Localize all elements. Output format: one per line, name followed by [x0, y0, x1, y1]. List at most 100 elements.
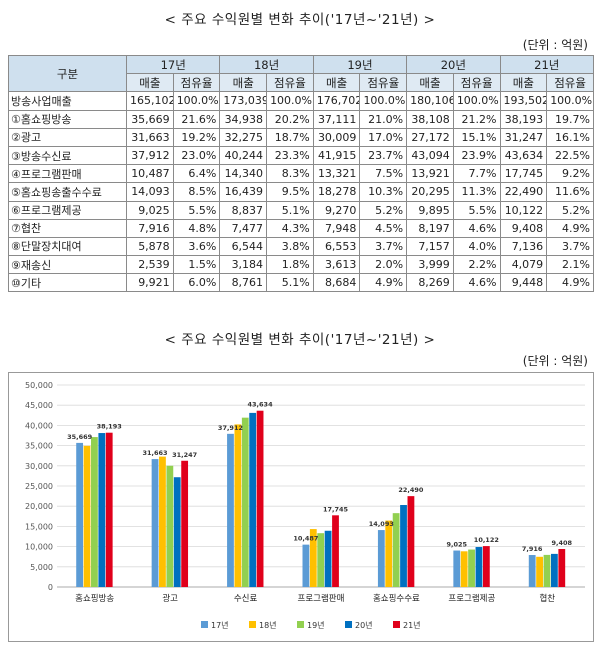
sales-cell: 10,487 [126, 164, 174, 184]
legend-label: 19년 [307, 620, 325, 630]
share-cell: 23.3% [266, 145, 314, 166]
table-row: ⑦협찬 7,916 4.8% 7,477 4.3% 7,948 4.5% 8,197 4.6% 9… [8, 218, 594, 238]
share-cell: 5.1% [266, 200, 314, 220]
table-row: ③방송수신료 37,912 23.0% 40,244 23.3% 41,915 23.7% 4… [8, 145, 594, 166]
y-tick-label: 5,000 [30, 563, 53, 572]
bar-17년 [377, 530, 385, 587]
data-label: 10,487 [293, 535, 318, 543]
sales-cell: 9,921 [126, 273, 174, 293]
bar-19년 [317, 533, 325, 587]
bar-19년 [241, 417, 249, 587]
y-tick-label: 10,000 [25, 543, 53, 552]
bar-18년 [309, 529, 317, 587]
y-tick-label: 25,000 [25, 482, 53, 491]
bar-18년 [159, 456, 166, 587]
share-cell: 6.0% [172, 273, 221, 293]
chart-frame: 0 5,000 10,000 15,000 20,000 25,000 30,000 35,0… [8, 372, 594, 642]
share-cell: 19.7% [546, 109, 594, 129]
table-row: ①홈쇼핑방송 35,669 21.6% 34,938 20.2% 37,111 21.0% 3… [8, 109, 594, 129]
bar-21년 [332, 515, 339, 587]
sales-cell: 32,275 [219, 127, 268, 147]
bar-17년 [528, 555, 536, 587]
sales-cell: 9,025 [126, 200, 174, 220]
bar-20년 [475, 547, 483, 587]
data-label: 31,663 [142, 449, 167, 457]
sales-cell: 31,663 [126, 127, 174, 147]
sales-cell: 38,193 [499, 109, 548, 129]
bar-18년 [385, 520, 393, 587]
share-cell: 5.5% [172, 200, 221, 220]
category-label: 홈쇼핑수수료 [373, 593, 420, 604]
bar-19년 [91, 437, 98, 587]
sales-cell: 9,408 [499, 218, 548, 238]
sales-cell: 3,613 [312, 255, 361, 275]
sales-cell: 38,108 [406, 109, 454, 129]
share-cell: 4.3% [266, 218, 314, 238]
sales-cell: 22,490 [499, 182, 548, 202]
revenue-table: 구분 17년 18년 19년 20년 21년 매출 점유율 매출 점유율 매출 … [8, 54, 594, 293]
share-cell: 20.2% [266, 109, 314, 129]
share-cell: 15.1% [452, 127, 501, 147]
data-label: 10,122 [474, 536, 499, 544]
share-cell: 17.0% [359, 127, 408, 147]
table-row: ②광고 31,663 19.2% 32,275 18.7% 30,009 17.0% 27,1… [8, 127, 594, 147]
sales-cell: 8,269 [406, 273, 454, 293]
data-label: 38,193 [97, 423, 122, 431]
share-cell: 4.9% [546, 273, 594, 293]
share-cell: 4.0% [452, 236, 501, 257]
bar-20년 [98, 433, 106, 587]
sales-cell: 37,111 [312, 109, 361, 129]
sales-cell: 8,197 [406, 218, 454, 238]
bar-19년 [543, 554, 551, 587]
y-tick-label: 0 [48, 583, 53, 592]
sales-cell: 6,544 [219, 236, 268, 257]
sales-cell: 37,912 [126, 145, 174, 166]
bar-18년 [460, 551, 468, 587]
sales-cell: 14,340 [219, 164, 268, 184]
chart-title: < 주요 수익원별 변화 추이('17년~'21년) > [164, 332, 436, 348]
share-cell: 4.8% [172, 218, 221, 238]
share-cell: 9.2% [546, 164, 594, 184]
sales-cell: 35,669 [126, 109, 174, 129]
row-label: ③방송수신료 [8, 145, 127, 166]
share-cell: 5.5% [452, 200, 501, 220]
y-tick-label: 50,000 [25, 381, 53, 390]
year-header: 21년 [499, 54, 594, 75]
category-label: 프로그램판매 [298, 593, 345, 604]
table-row: ④프로그램판매 10,487 6.4% 14,340 8.3% 13,321 7.5% 13,… [8, 164, 594, 184]
share-cell: 21.2% [452, 109, 501, 129]
share-cell: 9.5% [266, 182, 314, 202]
share-cell: 100.0% [546, 91, 594, 111]
share-cell: 21.6% [172, 109, 221, 129]
share-cell: 3.6% [172, 236, 221, 257]
table-row: ⑥프로그램제공 9,025 5.5% 8,837 5.1% 9,270 5.2% 9,895 5… [8, 200, 594, 220]
sub-header-share: 점유율 [266, 73, 314, 93]
table-row: ⑩기타 9,921 6.0% 8,761 5.1% 8,684 4.9% 8,269 4.6% 9… [8, 273, 594, 293]
data-label: 22,490 [398, 486, 424, 494]
chart-unit: (단위 : 억원) [522, 354, 588, 368]
table-row: ⑨재송신 2,539 1.5% 3,184 1.8% 3,613 2.0% 3,999 2.2%… [8, 255, 594, 275]
sales-cell: 7,157 [406, 236, 454, 257]
legend-swatch-17년 [201, 621, 208, 628]
bar-17년 [453, 550, 461, 587]
sales-cell: 7,916 [126, 218, 174, 238]
legend-label: 17년 [211, 620, 229, 630]
table-row: ⑧단말장치대여 5,878 3.6% 6,544 3.8% 6,553 3.7% 7,157 4… [8, 236, 594, 257]
sales-cell: 14,093 [126, 182, 174, 202]
year-header: 19년 [312, 54, 408, 75]
data-label: 9,025 [446, 541, 467, 549]
sales-cell: 34,938 [219, 109, 268, 129]
share-cell: 16.1% [546, 127, 594, 147]
y-tick-label: 40,000 [25, 421, 53, 430]
year-header: 18년 [219, 54, 314, 75]
share-cell: 1.8% [266, 255, 314, 275]
sub-header-sales: 매출 [499, 73, 548, 93]
bar-20년 [249, 412, 257, 587]
share-cell: 23.9% [452, 145, 501, 166]
sales-cell: 43,094 [406, 145, 454, 166]
share-cell: 11.3% [452, 182, 501, 202]
share-cell: 2.0% [359, 255, 408, 275]
bar-17년 [151, 459, 159, 587]
bar-21년 [256, 410, 264, 587]
share-cell: 10.3% [359, 182, 408, 202]
